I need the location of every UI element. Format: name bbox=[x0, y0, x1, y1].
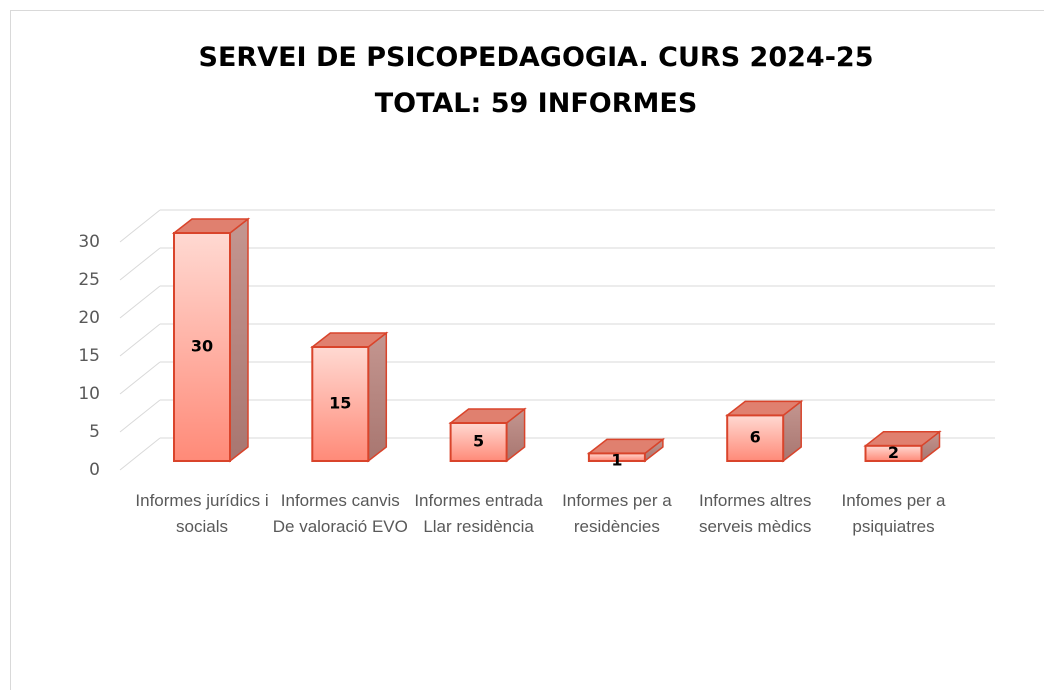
y-tick-label: 5 bbox=[89, 422, 100, 442]
bar bbox=[863, 430, 942, 463]
chart-frame bbox=[10, 10, 1044, 690]
y-tick-label: 15 bbox=[78, 346, 100, 366]
bar-front bbox=[311, 346, 370, 462]
bar-front bbox=[726, 414, 785, 462]
bar bbox=[586, 437, 666, 463]
x-tick-label: Informes entrada Llar residència bbox=[414, 491, 543, 536]
grid-line bbox=[119, 361, 161, 395]
bar-side bbox=[367, 331, 388, 463]
value-label: 1 bbox=[611, 451, 622, 470]
grid-line bbox=[119, 209, 161, 243]
bar-front bbox=[173, 232, 231, 462]
y-tick-label: 30 bbox=[78, 232, 100, 252]
bar bbox=[448, 407, 527, 463]
bar bbox=[310, 331, 389, 463]
bar-front bbox=[449, 422, 508, 462]
value-label: 2 bbox=[888, 443, 899, 462]
chart-title: SERVEI DE PSICOPEDAGOGIA. CURS 2024-25 bbox=[199, 42, 874, 73]
x-tick-label: Informes canvis De valoració EVO bbox=[272, 491, 408, 536]
x-tick-label: Informes jurídics i socials bbox=[135, 491, 269, 536]
x-tick-label: Infomes per a psiquiatres bbox=[841, 491, 946, 536]
y-tick-label: 0 bbox=[89, 460, 100, 480]
value-label: 15 bbox=[329, 394, 351, 413]
grid-line bbox=[119, 323, 161, 357]
y-tick-label: 10 bbox=[78, 384, 100, 404]
bar-side bbox=[229, 217, 249, 463]
value-label: 5 bbox=[473, 432, 484, 451]
x-tick-label: Informes per a residències bbox=[562, 491, 672, 536]
y-tick-label: 20 bbox=[78, 308, 100, 328]
bar-front bbox=[864, 444, 923, 462]
value-label: 6 bbox=[750, 428, 761, 447]
chart-subtitle: TOTAL: 59 INFORMES bbox=[375, 88, 698, 119]
bar bbox=[171, 217, 251, 463]
grid-line bbox=[119, 247, 161, 281]
value-label: 30 bbox=[191, 337, 213, 356]
grid-line bbox=[119, 399, 161, 433]
bar bbox=[725, 399, 804, 463]
y-tick-label: 25 bbox=[78, 270, 100, 290]
x-tick-label: Informes altres serveis mèdics bbox=[698, 491, 812, 536]
grid-line bbox=[119, 285, 161, 319]
grid-line bbox=[119, 437, 161, 471]
bar-front bbox=[587, 452, 646, 462]
